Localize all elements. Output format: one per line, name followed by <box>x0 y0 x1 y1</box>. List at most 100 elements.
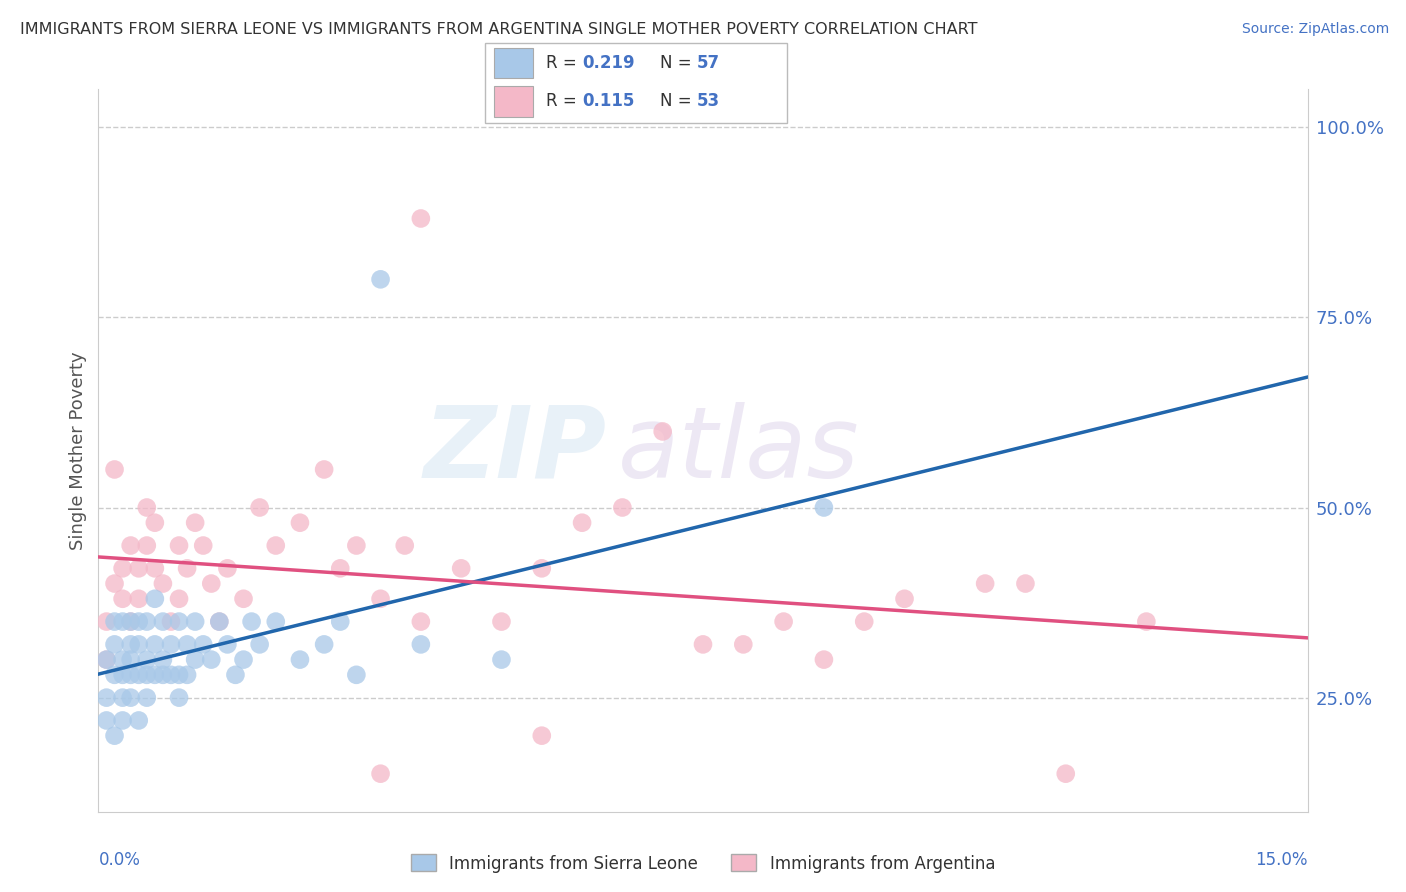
Text: N =: N = <box>661 93 697 111</box>
Point <box>120 615 142 629</box>
Point <box>96 652 118 666</box>
Point <box>143 516 166 530</box>
Point <box>370 272 392 286</box>
Point <box>103 462 125 476</box>
Text: Source: ZipAtlas.com: Source: ZipAtlas.com <box>1241 22 1389 37</box>
Point <box>1135 615 1157 629</box>
Point <box>176 637 198 651</box>
Point <box>120 652 142 666</box>
Point <box>135 539 157 553</box>
Point <box>232 652 254 666</box>
Point <box>184 652 207 666</box>
Point <box>344 539 367 553</box>
Point <box>120 690 142 705</box>
Point <box>135 668 157 682</box>
Point <box>571 516 593 530</box>
Point <box>193 539 215 553</box>
Point <box>143 668 166 682</box>
Point <box>103 615 125 629</box>
Point <box>135 500 157 515</box>
Point <box>853 615 876 629</box>
Point <box>450 561 472 575</box>
Point <box>128 561 150 575</box>
FancyBboxPatch shape <box>485 43 787 123</box>
Point <box>733 637 755 651</box>
Text: 0.115: 0.115 <box>582 93 634 111</box>
Point <box>167 539 190 553</box>
Point <box>370 591 392 606</box>
Point <box>176 668 198 682</box>
Point <box>612 500 634 515</box>
Point <box>135 615 157 629</box>
Point <box>491 615 513 629</box>
Point <box>120 615 142 629</box>
Point <box>1054 766 1077 780</box>
Point <box>128 714 150 728</box>
Point <box>692 637 714 651</box>
Text: R =: R = <box>546 54 582 72</box>
Point <box>772 615 794 629</box>
Point <box>103 668 125 682</box>
Point <box>974 576 997 591</box>
Point <box>128 637 150 651</box>
Point <box>530 729 553 743</box>
Point <box>193 637 215 651</box>
Text: ZIP: ZIP <box>423 402 606 499</box>
Text: N =: N = <box>661 54 697 72</box>
Point <box>96 714 118 728</box>
Point <box>651 425 673 439</box>
Point <box>120 539 142 553</box>
Point <box>143 561 166 575</box>
Point <box>217 561 239 575</box>
Point <box>128 668 150 682</box>
Point <box>128 615 150 629</box>
Text: IMMIGRANTS FROM SIERRA LEONE VS IMMIGRANTS FROM ARGENTINA SINGLE MOTHER POVERTY : IMMIGRANTS FROM SIERRA LEONE VS IMMIGRAN… <box>20 22 977 37</box>
Bar <box>494 47 533 78</box>
Text: 0.219: 0.219 <box>582 54 634 72</box>
Point <box>344 668 367 682</box>
Point <box>160 637 183 651</box>
Legend: Immigrants from Sierra Leone, Immigrants from Argentina: Immigrants from Sierra Leone, Immigrants… <box>404 847 1002 880</box>
Point <box>240 615 263 629</box>
Point <box>111 668 134 682</box>
Point <box>111 615 134 629</box>
Point <box>111 652 134 666</box>
Point <box>288 652 311 666</box>
Point <box>111 714 134 728</box>
Point <box>120 668 142 682</box>
Text: 53: 53 <box>696 93 720 111</box>
Point <box>96 690 118 705</box>
Point <box>143 637 166 651</box>
Text: 57: 57 <box>696 54 720 72</box>
Point <box>167 668 190 682</box>
Text: atlas: atlas <box>619 402 860 499</box>
Point <box>208 615 231 629</box>
Point <box>103 637 125 651</box>
Text: R =: R = <box>546 93 582 111</box>
Point <box>232 591 254 606</box>
Point <box>103 576 125 591</box>
Point <box>288 516 311 530</box>
Point <box>96 615 118 629</box>
Point <box>167 615 190 629</box>
Point <box>152 652 174 666</box>
Point <box>200 576 222 591</box>
Point <box>160 615 183 629</box>
Point <box>409 637 432 651</box>
Point <box>103 729 125 743</box>
Point <box>409 615 432 629</box>
Y-axis label: Single Mother Poverty: Single Mother Poverty <box>69 351 87 549</box>
Text: 0.0%: 0.0% <box>98 851 141 869</box>
Point <box>120 637 142 651</box>
Point <box>160 668 183 682</box>
Bar <box>494 87 533 117</box>
Point <box>1014 576 1036 591</box>
Point <box>813 652 835 666</box>
Point <box>264 539 287 553</box>
Point <box>370 766 392 780</box>
Point <box>491 652 513 666</box>
Point <box>264 615 287 629</box>
Point <box>184 516 207 530</box>
Point <box>200 652 222 666</box>
Point <box>249 500 271 515</box>
